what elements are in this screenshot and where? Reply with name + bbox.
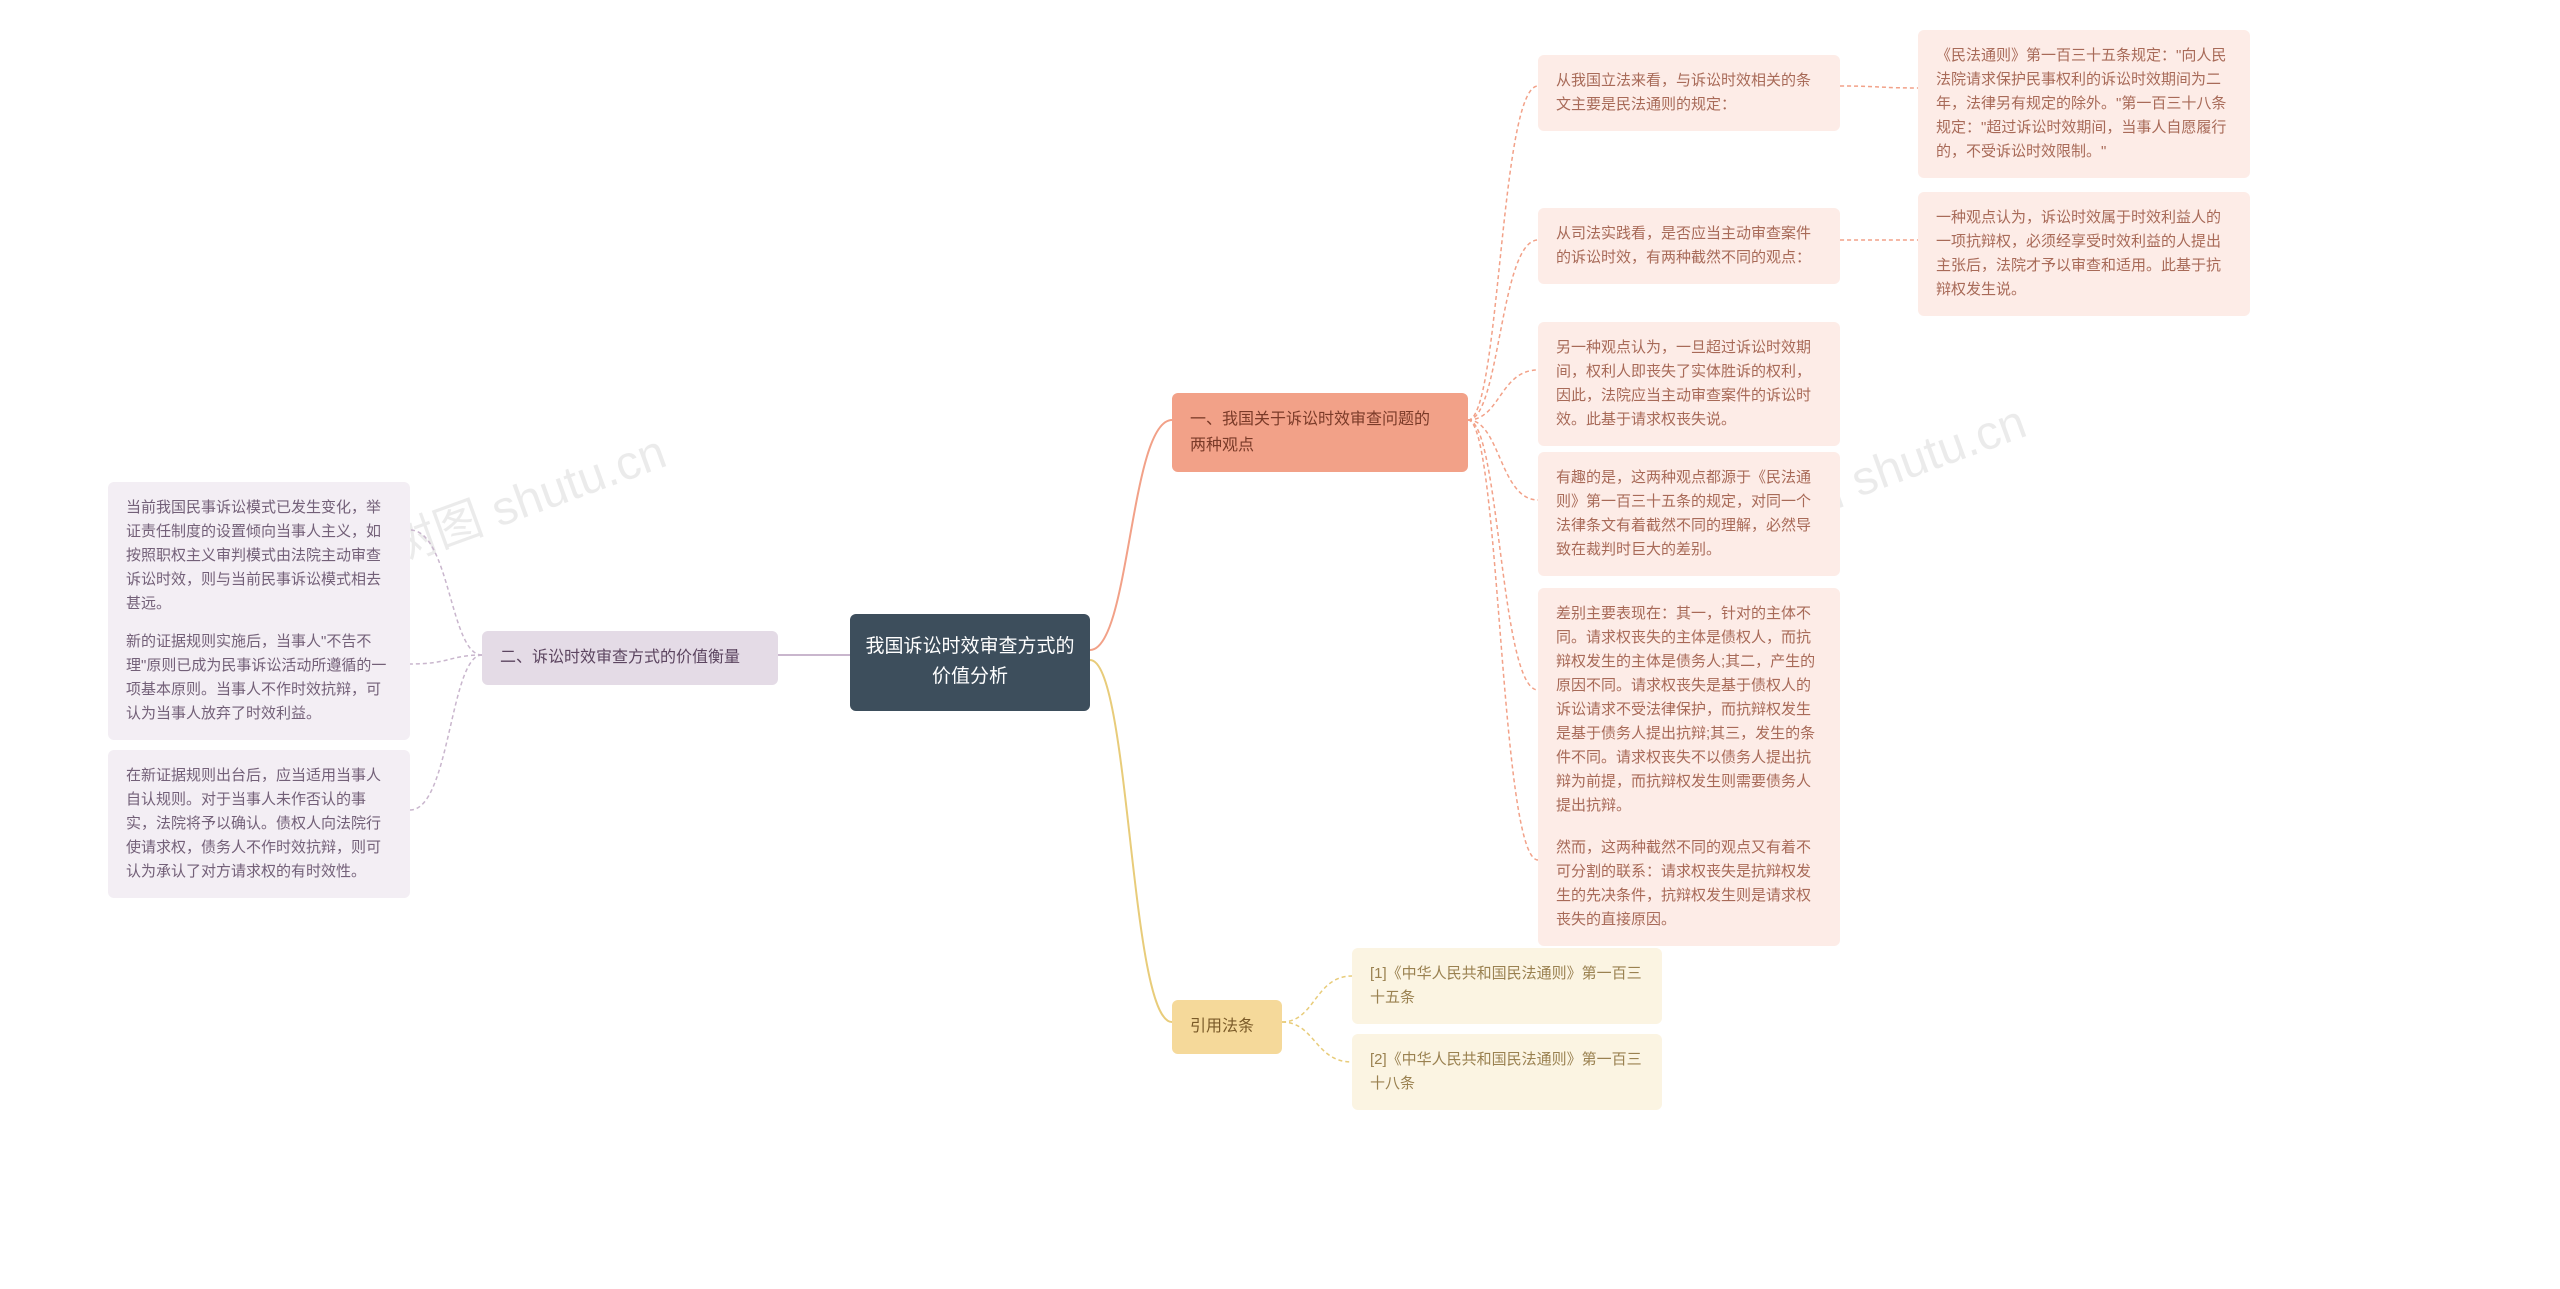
leaf-b1-3[interactable]: 另一种观点认为，一旦超过诉讼时效期间，权利人即丧失了实体胜诉的权利，因此，法院应… xyxy=(1538,322,1840,446)
leaf-b1-2[interactable]: 从司法实践看，是否应当主动审查案件的诉讼时效，有两种截然不同的观点： xyxy=(1538,208,1840,284)
branch-right-2[interactable]: 引用法条 xyxy=(1172,1000,1282,1054)
leaf-b1-2-sub1[interactable]: 一种观点认为，诉讼时效属于时效利益人的一项抗辩权，必须经享受时效利益的人提出主张… xyxy=(1918,192,2250,316)
leaf-b1-6[interactable]: 然而，这两种截然不同的观点又有着不可分割的联系：请求权丧失是抗辩权发生的先决条件… xyxy=(1538,822,1840,946)
leaf-b3-3[interactable]: 在新证据规则出台后，应当适用当事人自认规则。对于当事人未作否认的事实，法院将予以… xyxy=(108,750,410,898)
branch-right-1[interactable]: 一、我国关于诉讼时效审查问题的 两种观点 xyxy=(1172,393,1468,472)
leaf-b1-4[interactable]: 有趣的是，这两种观点都源于《民法通则》第一百三十五条的规定，对同一个法律条文有着… xyxy=(1538,452,1840,576)
leaf-b1-1-sub1[interactable]: 《民法通则》第一百三十五条规定："向人民法院请求保护民事权利的诉讼时效期间为二年… xyxy=(1918,30,2250,178)
watermark: 树图 shutu.cn xyxy=(377,412,674,577)
leaf-b3-1[interactable]: 当前我国民事诉讼模式已发生变化，举证责任制度的设置倾向当事人主义，如按照职权主义… xyxy=(108,482,410,630)
leaf-b1-5[interactable]: 差别主要表现在：其一，针对的主体不同。请求权丧失的主体是债权人，而抗辩权发生的主… xyxy=(1538,588,1840,832)
root-node[interactable]: 我国诉讼时效审查方式的 价值分析 xyxy=(850,614,1090,711)
leaf-b3-2[interactable]: 新的证据规则实施后，当事人"不告不理"原则已成为民事诉讼活动所遵循的一项基本原则… xyxy=(108,616,410,740)
leaf-b1-1[interactable]: 从我国立法来看，与诉讼时效相关的条文主要是民法通则的规定： xyxy=(1538,55,1840,131)
leaf-b2-2[interactable]: [2]《中华人民共和国民法通则》第一百三十八条 xyxy=(1352,1034,1662,1110)
leaf-b2-1[interactable]: [1]《中华人民共和国民法通则》第一百三十五条 xyxy=(1352,948,1662,1024)
branch-left-1[interactable]: 二、诉讼时效审查方式的价值衡量 xyxy=(482,631,778,685)
